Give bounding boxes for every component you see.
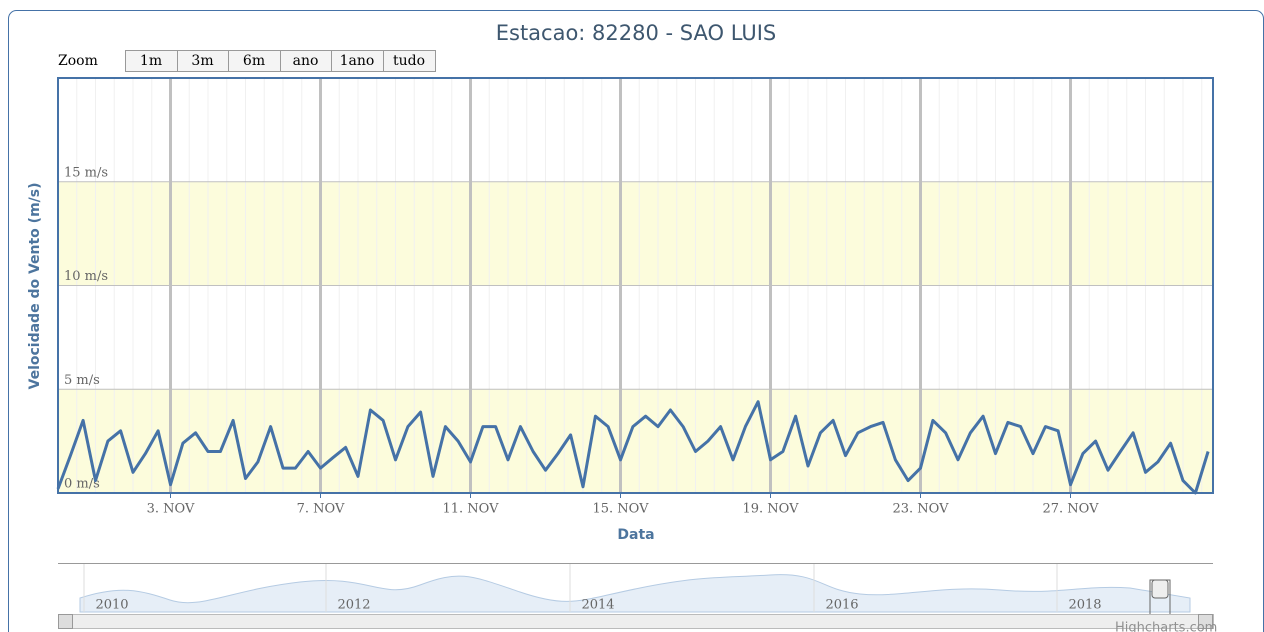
zoom-button-box[interactable]: [383, 50, 436, 72]
zoom-button-label[interactable]: ano: [293, 53, 319, 69]
zoom-button-label[interactable]: 1m: [140, 53, 162, 69]
x-axis-title: Data: [617, 527, 654, 543]
y-tick-label: 0 m/s: [64, 477, 100, 492]
plot-band: [58, 389, 1213, 493]
navigator-series: [79, 574, 1191, 613]
zoom-button[interactable]: tudo: [383, 50, 436, 72]
y-tick-label: 5 m/s: [64, 373, 100, 388]
scroll-right[interactable]: [1198, 614, 1213, 629]
zoom-button[interactable]: 1ano: [331, 50, 384, 72]
navigator-label: 2012: [337, 598, 370, 613]
scrollbar[interactable]: [58, 614, 1214, 629]
x-tick-label: 19. NOV: [743, 502, 800, 517]
y-tick-label: 10 m/s: [64, 269, 108, 284]
navigator-label: 2014: [581, 598, 614, 613]
zoom-button-label[interactable]: 3m: [191, 53, 213, 69]
navigator-label: 2016: [825, 598, 858, 613]
zoom-button[interactable]: 3m: [177, 50, 229, 72]
zoom-button[interactable]: ano: [280, 50, 332, 72]
plot-border: [57, 77, 1214, 494]
x-tick-label: 3. NOV: [147, 502, 195, 517]
line-series: [56, 400, 1210, 495]
zoom-button-label[interactable]: 1ano: [340, 53, 375, 69]
navigator-label: 2018: [1068, 598, 1101, 613]
x-tick-label: 27. NOV: [1043, 502, 1100, 517]
x-tick-label: 23. NOV: [893, 502, 950, 517]
x-tick-label: 7. NOV: [297, 502, 345, 517]
navigator-handle[interactable]: [1151, 579, 1169, 599]
y-tick-label: 15 m/s: [64, 165, 108, 180]
x-tick-label: 11. NOV: [443, 502, 500, 517]
plot-band: [58, 181, 1213, 286]
navigator: [58, 563, 1214, 629]
zoom-button-label[interactable]: 6m: [243, 53, 265, 69]
x-tick-label: 15. NOV: [593, 502, 650, 517]
zoom-button[interactable]: 1m: [125, 50, 178, 72]
y-axis-title: Velocidade do Vento (m/s): [27, 183, 43, 390]
zoom-button-label[interactable]: tudo: [393, 53, 425, 69]
zoom-label: Zoom: [58, 53, 98, 69]
navigator-label: 2010: [95, 598, 128, 613]
zoom-button[interactable]: 6m: [228, 50, 281, 72]
credit[interactable]: Highcharts.com: [1115, 621, 1217, 632]
scroll-left[interactable]: [58, 614, 73, 629]
chart-title: Estacao: 82280 - SAO LUIS: [496, 21, 777, 45]
